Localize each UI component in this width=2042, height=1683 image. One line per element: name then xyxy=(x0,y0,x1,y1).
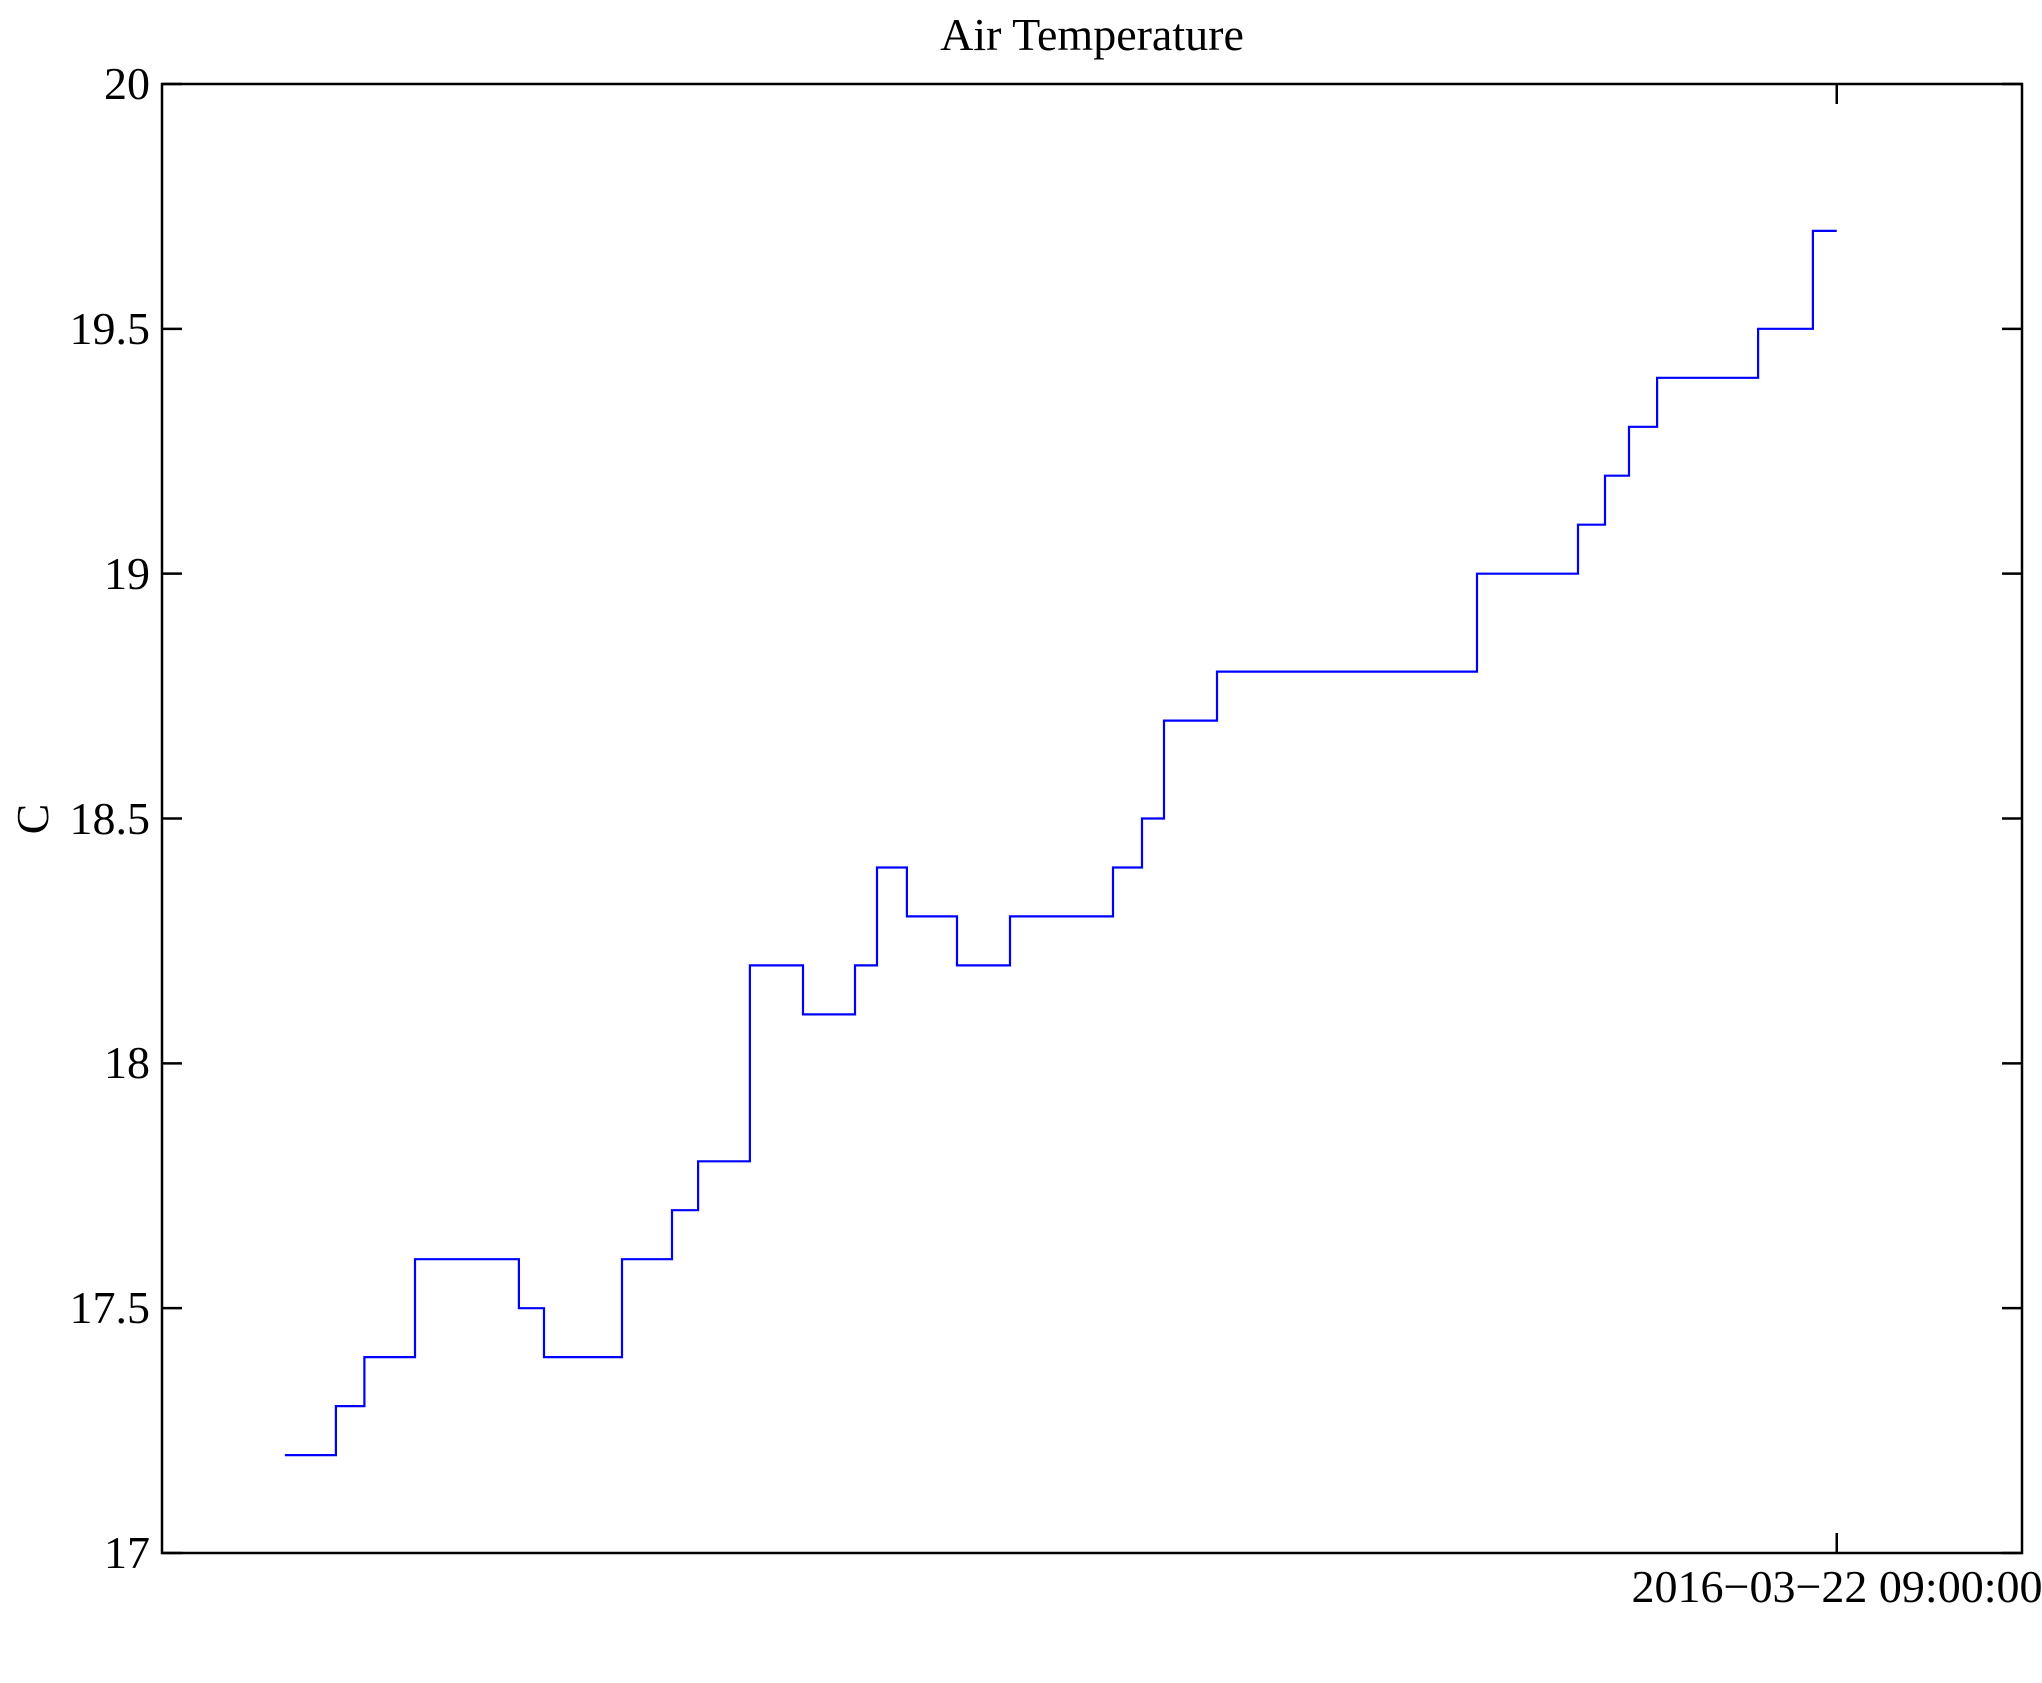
y-tick-label: 19 xyxy=(104,547,150,599)
y-tick-label: 18.5 xyxy=(69,792,151,844)
chart-title: Air Temperature xyxy=(940,9,1244,60)
y-tick-label: 17.5 xyxy=(69,1282,151,1334)
temperature-step-line xyxy=(284,229,1837,1457)
y-tick-label: 17 xyxy=(104,1527,150,1578)
y-tick-label: 19.5 xyxy=(69,302,151,354)
x-tick-label: 2016−03−22 09:00:00 xyxy=(1631,1561,2042,1612)
y-tick-label: 20 xyxy=(104,58,150,109)
axis-box xyxy=(160,82,2024,1555)
y-tick-label: 18 xyxy=(104,1037,150,1089)
